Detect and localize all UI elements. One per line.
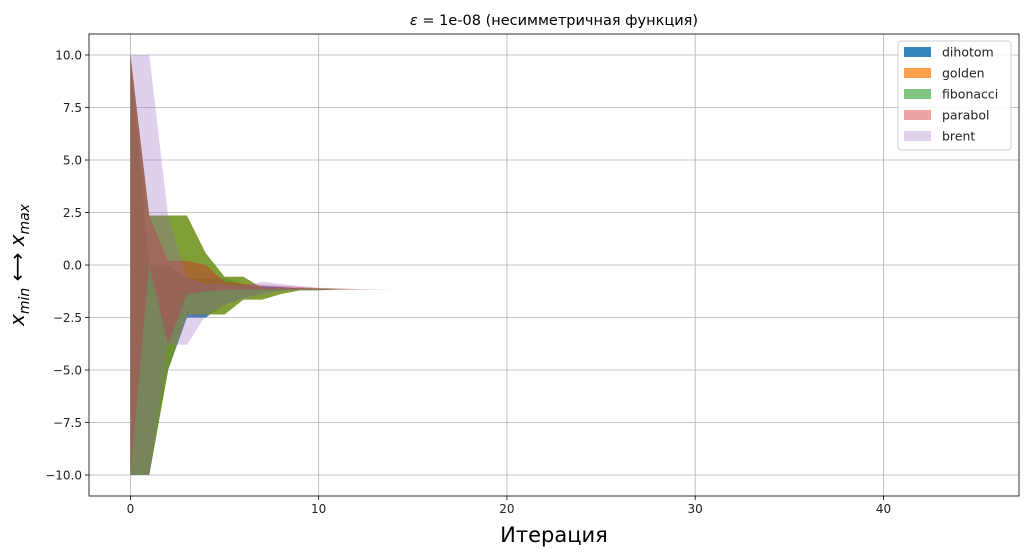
- y-tick-label: −2.5: [53, 311, 82, 325]
- legend-label-brent: brent: [942, 129, 975, 144]
- x-tick-label: 20: [499, 502, 514, 516]
- legend-label-parabol: parabol: [942, 108, 989, 123]
- legend-label-dihotom: dihotom: [942, 45, 994, 60]
- y-tick-label: −7.5: [53, 416, 82, 430]
- x-axis-label: Итерация: [500, 523, 608, 547]
- legend-swatch-golden: [904, 68, 931, 78]
- chart-title: ε = 1e-08 (несимметричная функция): [410, 13, 698, 29]
- legend-swatch-fibonacci: [904, 89, 931, 99]
- legend-swatch-parabol: [904, 110, 931, 120]
- y-axis-label-arrow: ⟷: [5, 246, 29, 287]
- grid: [89, 34, 1019, 496]
- y-axis-label-max: max: [17, 203, 33, 234]
- y-tick-label: 5.0: [63, 154, 82, 168]
- y-tick-label: 2.5: [63, 206, 82, 220]
- y-axis-label-min: min: [17, 288, 33, 314]
- y-tick-label: −5.0: [53, 364, 82, 378]
- x-tick-label: 0: [127, 502, 135, 516]
- y-axis-label: xmin ⟷ xmax: [5, 203, 33, 327]
- legend-label-fibonacci: fibonacci: [942, 87, 998, 102]
- title-symbol: ε: [410, 13, 418, 29]
- y-tick-label: −10.0: [45, 469, 82, 483]
- legend-label-golden: golden: [942, 66, 985, 81]
- y-axis-label-x2: x: [5, 234, 29, 247]
- y-tick-label: 0.0: [63, 259, 82, 273]
- x-tick-label: 30: [688, 502, 703, 516]
- y-tick-label: 10.0: [55, 49, 82, 63]
- y-tick-label: 7.5: [63, 101, 82, 115]
- legend: dihotom golden fibonacci parabol brent: [897, 40, 1012, 151]
- x-tick-label: 40: [876, 502, 891, 516]
- title-text: = 1e-08 (несимметричная функция): [418, 13, 698, 29]
- legend-swatch-dihotom: [904, 47, 931, 57]
- legend-swatch-brent: [904, 131, 931, 141]
- x-tick-label: 10: [311, 502, 326, 516]
- y-axis-label-x1: x: [5, 314, 29, 327]
- axis-ticks: 0 10 20 30 40 −10.0 −7.5 −5.0 −2.5 0.0 2.5 5.0 7.5 10…: [45, 49, 891, 517]
